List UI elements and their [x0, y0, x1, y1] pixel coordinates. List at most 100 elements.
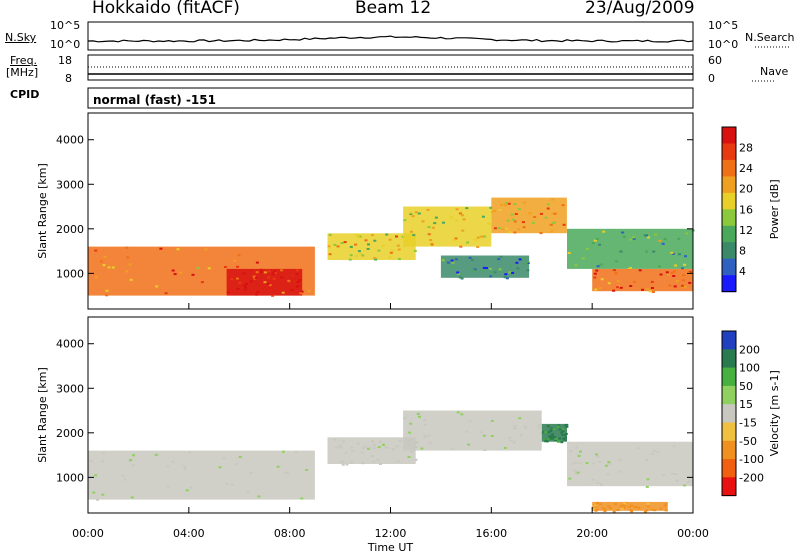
velocity-cell: [350, 461, 354, 464]
power-cell: [508, 231, 512, 234]
velocity-cell: [663, 504, 667, 507]
power-cell: [105, 289, 109, 292]
noise-right-tick-top: 10^5: [708, 19, 739, 32]
velocity-cell: [503, 447, 507, 449]
power-cell: [430, 243, 434, 246]
power-cell: [396, 244, 400, 247]
power-cell: [111, 266, 115, 269]
velocity-cell: [524, 427, 528, 429]
power-cell: [511, 271, 515, 274]
power-cell: [397, 248, 401, 251]
velocity-cell: [408, 431, 412, 434]
power-cell: [621, 231, 625, 234]
power-cell: [254, 276, 258, 279]
velocity-cell: [565, 425, 569, 428]
velocity-cell: [508, 436, 512, 439]
power-cell: [595, 269, 599, 272]
colorbar-frame: [721, 330, 737, 497]
power-cell: [272, 277, 276, 280]
power-cell: [516, 267, 520, 270]
power-cell: [688, 270, 692, 273]
velocity-cell: [410, 451, 413, 453]
y-tick-label: 3000: [56, 178, 84, 191]
velocity-cell: [553, 436, 556, 438]
velocity-cell: [451, 447, 455, 450]
velocity-cell: [537, 423, 541, 426]
colorbar-segment: [722, 127, 736, 144]
power-cell: [683, 285, 687, 288]
power-cell: [539, 212, 543, 215]
power-cell: [490, 271, 494, 274]
power-cell: [373, 239, 377, 242]
power-cell: [207, 267, 211, 270]
power-cell: [459, 245, 463, 248]
power-cell: [480, 235, 484, 238]
power-cell: [658, 265, 661, 268]
velocity-cell: [688, 480, 692, 483]
power-cell: [602, 230, 606, 233]
power-cell: [204, 248, 208, 251]
velocity-cell: [360, 451, 364, 454]
velocity-cell: [607, 462, 611, 465]
velocity-cell: [574, 446, 578, 449]
power-cell: [632, 280, 636, 283]
velocity-cell: [102, 452, 105, 455]
power-cell: [493, 209, 497, 212]
power-cell: [505, 227, 509, 230]
power-cell: [528, 212, 532, 215]
velocity-cell: [132, 454, 135, 457]
power-cell: [462, 218, 466, 221]
power-cell: [260, 271, 263, 274]
velocity-cell: [564, 432, 568, 435]
power-cell: [596, 265, 600, 268]
power-cell: [641, 288, 644, 291]
power-cell: [517, 208, 521, 211]
cpid-label: CPID: [10, 88, 40, 101]
velocity-cell: [129, 459, 133, 461]
power-band: [440, 255, 530, 278]
power-cell: [493, 271, 497, 274]
velocity-cell: [542, 430, 546, 433]
velocity-cell: [513, 427, 517, 430]
velocity-cell: [384, 446, 388, 449]
velocity-cell: [398, 439, 402, 442]
power-cell: [434, 216, 438, 219]
power-cell: [658, 239, 662, 242]
power-cell: [433, 222, 437, 225]
power-cell: [340, 242, 344, 245]
power-cell: [593, 276, 597, 279]
y-axis-label: Slant Range [km]: [36, 367, 49, 463]
velocity-cell: [646, 478, 650, 481]
power-cell: [667, 273, 671, 276]
velocity-cell: [664, 503, 668, 506]
power-cell: [455, 208, 459, 211]
power-cell: [300, 290, 304, 293]
velocity-cell: [607, 461, 611, 464]
date-title: 23/Aug/2009: [585, 0, 695, 18]
noise-search-label: N.Search: [745, 31, 795, 44]
power-cell: [466, 241, 469, 244]
power-cell: [498, 268, 502, 271]
power-cell: [521, 221, 525, 224]
velocity-cell: [465, 430, 469, 433]
power-cell: [508, 271, 512, 274]
colorbar-segment: [722, 422, 736, 442]
power-cell: [518, 258, 522, 261]
velocity-cell: [593, 504, 597, 507]
power-cell: [238, 281, 242, 284]
power-cell: [501, 228, 505, 231]
colorbar-segment: [722, 258, 736, 276]
velocity-cell: [300, 497, 304, 500]
power-cell: [670, 271, 674, 274]
power-cell: [526, 269, 530, 272]
power-cell: [388, 238, 392, 241]
power-cell: [567, 252, 571, 254]
power-cell: [385, 233, 389, 236]
power-cell: [356, 236, 360, 238]
power-band: [491, 197, 567, 234]
velocity-cell: [556, 440, 560, 443]
power-cell: [236, 287, 240, 290]
power-cell: [267, 270, 271, 273]
power-cell: [255, 293, 259, 296]
power-cell: [517, 228, 520, 231]
